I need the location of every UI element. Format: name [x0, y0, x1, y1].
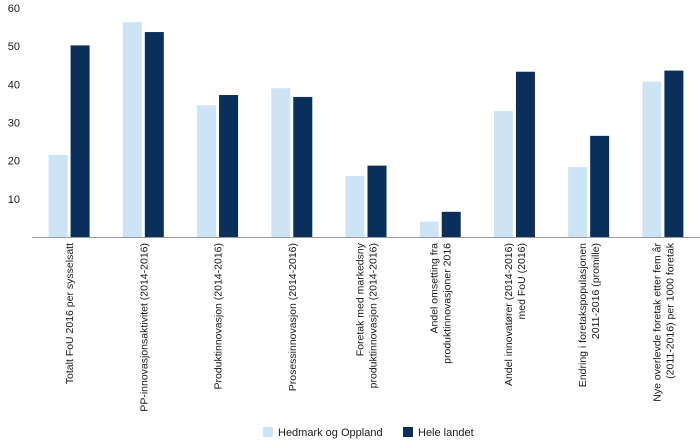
- legend-swatch-hele-landet: [403, 427, 413, 437]
- x-category-label-line: Nye overlevde foretak etter fem år: [651, 243, 663, 402]
- bar-hele-landet-6: [515, 71, 535, 238]
- y-tick-label: 20: [8, 156, 20, 168]
- x-category-label-line: Endring i foretakspopulasjonen: [577, 243, 589, 387]
- x-category-label-line: produktinnovasjon (2014-2016): [368, 243, 380, 388]
- x-category-label: Produktinnovasjon (2014-2016): [213, 243, 225, 390]
- y-tick-label: 50: [8, 41, 20, 53]
- x-category-label-line: Andel innovatører (2014-2016): [503, 243, 515, 386]
- bar-hedmark-oppland-2: [197, 105, 217, 237]
- x-category-label: Andel omsetting fraproduktinnovasjoner 2…: [429, 243, 454, 364]
- legend-label-hele-landet: Hele landet: [418, 427, 474, 439]
- bar-hele-landet-4: [367, 165, 387, 237]
- x-category-label: Andel innovatører (2014-2016)med FoU (20…: [503, 243, 528, 386]
- bar-hele-landet-7: [590, 135, 610, 237]
- x-axis-labels: Totalt FoU 2016 per sysselsatt PP-innovas…: [64, 242, 676, 411]
- y-tick-label: 60: [8, 3, 20, 15]
- bar-hedmark-oppland-0: [48, 154, 68, 237]
- x-category-label: Endring i foretakspopulasjonen2011-2016 …: [577, 243, 602, 387]
- bar-hedmark-oppland-6: [493, 111, 513, 237]
- bar-hedmark-oppland-7: [568, 167, 588, 237]
- x-category-label-line: Foretak med markedsny: [355, 242, 367, 356]
- bar-hele-landet-2: [219, 95, 239, 238]
- x-category-label: Totalt FoU 2016 per sysselsatt: [64, 243, 76, 384]
- x-category-label-line: 2011-2016 (promille): [590, 243, 602, 339]
- x-category-label: PP-innovasjonsaktivitet (2014-2016): [138, 243, 150, 412]
- bar-hele-landet-3: [293, 96, 313, 238]
- bar-hedmark-oppland-3: [271, 88, 291, 238]
- bar-hele-landet-0: [70, 45, 90, 238]
- x-category-label-line: Produktinnovasjon (2014-2016): [213, 243, 225, 390]
- bars: [48, 22, 684, 238]
- x-category-label-line: med FoU (2016): [516, 243, 528, 319]
- bar-hedmark-oppland-1: [122, 22, 142, 238]
- y-tick-label: 40: [8, 79, 20, 91]
- bar-hedmark-oppland-8: [642, 81, 662, 237]
- x-category-label-line: produktinnovasjoner 2016: [442, 243, 454, 364]
- x-category-label-line: PP-innovasjonsaktivitet (2014-2016): [138, 243, 150, 412]
- y-axis: 10 20 30 40 50 60: [8, 3, 20, 206]
- x-category-label-line: Prosessinnovasjon (2014-2016): [287, 243, 299, 391]
- legend: Hedmark og Oppland Hele landet: [263, 427, 474, 439]
- bar-hele-landet-8: [664, 70, 684, 237]
- x-category-label: Prosessinnovasjon (2014-2016): [287, 243, 299, 391]
- y-tick-label: 30: [8, 118, 20, 130]
- bar-hele-landet-1: [144, 32, 164, 237]
- y-tick-label: 10: [8, 194, 20, 206]
- x-category-label-line: Andel omsetting fra: [429, 243, 441, 334]
- x-category-label: Nye overlevde foretak etter fem år(2011-…: [651, 242, 676, 401]
- x-category-label-line: Totalt FoU 2016 per sysselsatt: [64, 243, 76, 384]
- x-category-label: Foretak med markedsnyproduktinnovasjon (…: [355, 242, 380, 388]
- legend-label-hedmark-oppland: Hedmark og Oppland: [278, 427, 383, 439]
- bar-hedmark-oppland-4: [345, 175, 365, 237]
- legend-swatch-hedmark-oppland: [263, 427, 273, 437]
- x-category-label-line: (2011-2016) per 1000 foretak: [664, 242, 676, 379]
- bar-hedmark-oppland-5: [419, 221, 439, 237]
- bar-hele-landet-5: [441, 211, 461, 237]
